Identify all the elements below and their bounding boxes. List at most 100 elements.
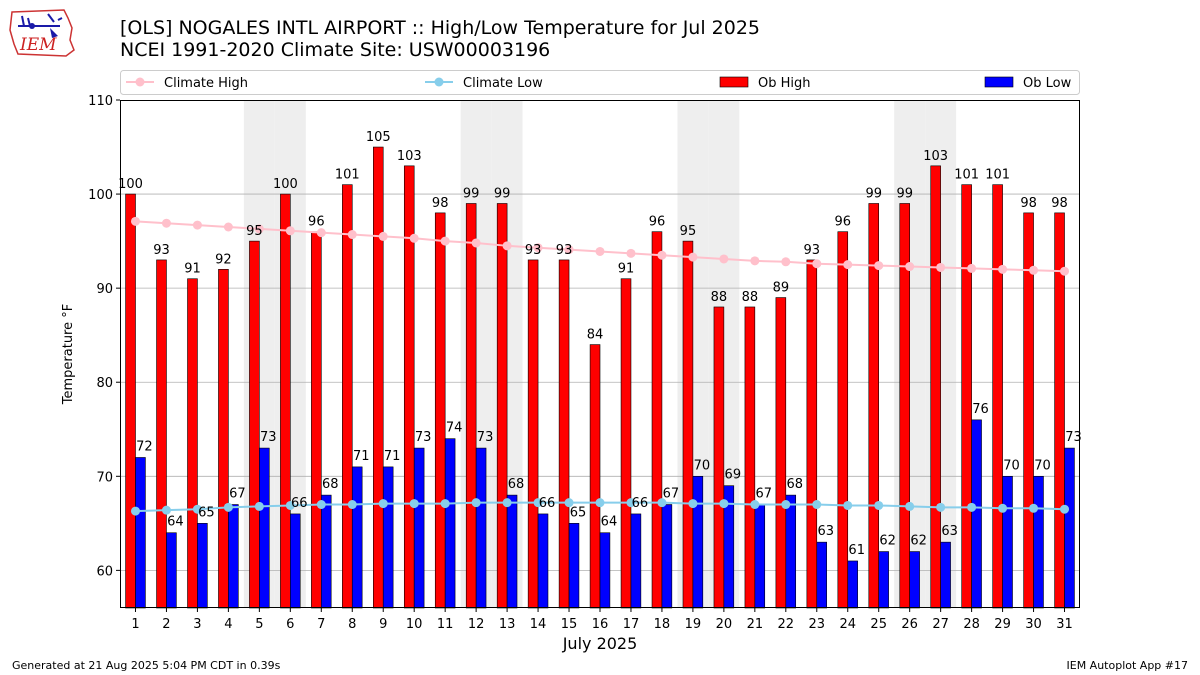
- climate-high-point: [316, 228, 326, 238]
- x-tick-label: 11: [437, 617, 454, 632]
- y-tick-label: 80: [96, 376, 113, 391]
- climate-high-point: [223, 222, 233, 232]
- climate-low-point: [440, 499, 450, 509]
- climate-low-point: [750, 500, 760, 510]
- ob-low-label: 71: [384, 449, 401, 464]
- ob-low-bar: [1064, 447, 1075, 609]
- climate-high-point: [161, 218, 171, 228]
- ob-high-bar: [156, 259, 167, 609]
- chart-title-line2: NCEI 1991-2020 Climate Site: USW00003196: [120, 39, 551, 61]
- ob-low-label: 63: [941, 524, 958, 539]
- x-tick-label: 30: [1025, 617, 1042, 632]
- x-tick-label: 15: [561, 617, 578, 632]
- ob-low-bar: [475, 447, 487, 609]
- ob-high-label: 99: [463, 186, 480, 201]
- ob-low-bar: [290, 513, 301, 609]
- legend-climate-high-marker: [135, 77, 145, 87]
- climate-high-point: [688, 252, 698, 262]
- ob-low-label: 73: [1065, 430, 1082, 445]
- ob-high-label: 92: [215, 252, 232, 267]
- ob-high-bar: [249, 240, 260, 609]
- ob-low-label: 76: [972, 402, 989, 417]
- climate-high-point: [750, 256, 760, 266]
- climate-high-point: [719, 254, 729, 264]
- y-tick-label: 100: [88, 188, 113, 203]
- ob-high-label: 96: [649, 215, 666, 230]
- ob-low-bar: [971, 419, 982, 609]
- x-tick-label: 9: [379, 617, 387, 632]
- x-tick-label: 20: [716, 617, 733, 632]
- ob-high-bar: [806, 259, 818, 609]
- climate-high-point: [192, 220, 202, 230]
- x-tick-label: 18: [654, 617, 671, 632]
- ob-high-label: 99: [494, 186, 511, 201]
- ob-low-bar: [940, 541, 951, 609]
- ob-high-label: 100: [273, 177, 298, 192]
- climate-high-point: [502, 241, 512, 251]
- ob-high-label: 99: [865, 186, 882, 201]
- legend-ob-low-swatch: [984, 76, 1014, 88]
- ob-high-label: 88: [742, 290, 759, 305]
- climate-low-point: [998, 503, 1008, 513]
- climate-high-point: [347, 230, 357, 240]
- ob-high-label: 98: [432, 196, 449, 211]
- ob-high-bar: [713, 306, 725, 609]
- ob-low-label: 65: [198, 505, 215, 520]
- ob-low-label: 68: [322, 477, 339, 492]
- ob-low-bar: [537, 513, 549, 609]
- ob-high-bar: [651, 231, 663, 609]
- ob-high-label: 103: [923, 149, 948, 164]
- climate-low-point: [626, 498, 636, 508]
- climate-low-point: [657, 498, 667, 508]
- ob-low-bar: [1033, 475, 1044, 609]
- y-tick-label: 90: [96, 282, 113, 297]
- ob-low-bar: [166, 532, 177, 609]
- climate-high-point: [657, 250, 667, 260]
- x-tick-label: 14: [530, 617, 547, 632]
- climate-high-point: [285, 226, 295, 236]
- x-tick-label: 7: [317, 617, 325, 632]
- ob-low-label: 70: [694, 458, 711, 473]
- ob-high-label: 91: [618, 262, 635, 277]
- ob-high-bar: [527, 259, 539, 609]
- climate-low-point: [254, 501, 264, 511]
- ob-low-label: 69: [725, 468, 742, 483]
- climate-high-point: [254, 224, 264, 234]
- ob-high-bar: [496, 203, 508, 609]
- ob-high-label: 91: [184, 262, 201, 277]
- x-tick-label: 23: [809, 617, 826, 632]
- data-labels: 100 72 93 64 91 65 92 67 95 73 100 66 96 68 101 71 105 71…: [118, 130, 1082, 558]
- climate-high-point: [471, 238, 481, 248]
- x-tick-label: 8: [348, 617, 356, 632]
- x-tick-label: 16: [592, 617, 609, 632]
- climate-low-point: [316, 500, 326, 510]
- x-tick-label: 1: [131, 617, 139, 632]
- climate-high-point: [533, 243, 543, 253]
- climate-low-point: [905, 501, 915, 511]
- ob-low-bar: [847, 560, 858, 609]
- plot-frame: [120, 100, 1080, 608]
- climate-low-point: [688, 499, 698, 509]
- climate-low-point: [1060, 504, 1070, 514]
- ob-low-bar: [444, 438, 456, 609]
- legend-climate-low-marker: [434, 77, 444, 87]
- ob-low-bar: [878, 551, 889, 609]
- legend-climate-high-label: Climate High: [164, 76, 248, 91]
- ob-low-label: 65: [570, 505, 587, 520]
- ob-high-bar: [373, 146, 384, 609]
- ob-low-label: 66: [291, 496, 308, 511]
- climate-low-point: [1029, 503, 1039, 513]
- ob-low-label: 70: [1034, 458, 1051, 473]
- x-tick-label: 29: [994, 617, 1011, 632]
- ob-high-label: 95: [680, 224, 697, 239]
- climate-high-point: [874, 261, 884, 271]
- ob-high-label: 105: [366, 130, 391, 145]
- climate-low-point: [843, 500, 853, 510]
- y-tick-label: 60: [96, 564, 113, 579]
- ob-high-bar: [837, 231, 849, 609]
- x-tick-label: 22: [778, 617, 795, 632]
- ob-low-label: 67: [663, 487, 680, 502]
- climate-low-point: [781, 500, 791, 510]
- climate-low-point: [564, 498, 574, 508]
